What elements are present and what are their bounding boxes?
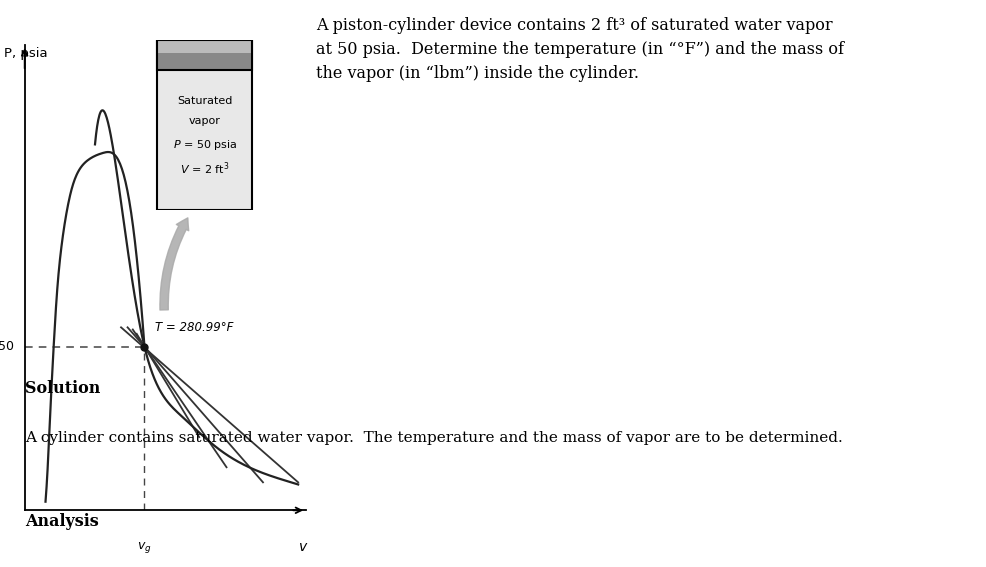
Text: Solution: Solution [25,380,100,397]
Text: $v_g$: $v_g$ [137,540,152,556]
Text: vapor: vapor [188,116,221,126]
Text: v: v [299,540,308,555]
Text: A cylinder contains saturated water vapor.  The temperature and the mass of vapo: A cylinder contains saturated water vapo… [25,431,842,445]
Text: A piston-cylinder device contains 2 ft³ of saturated water vapor
at 50 psia.  De: A piston-cylinder device contains 2 ft³ … [316,17,843,82]
Text: $P$ = 50 psia: $P$ = 50 psia [173,138,237,152]
Bar [157,40,252,53]
Text: T = 280.99°F: T = 280.99°F [155,321,233,334]
Text: Analysis: Analysis [25,513,99,530]
Text: 50: 50 [0,340,14,353]
Text: Saturated: Saturated [176,96,233,106]
Text: $V$ = 2 ft$^3$: $V$ = 2 ft$^3$ [180,160,229,177]
Bar [157,40,252,70]
Text: P, psia: P, psia [4,48,47,61]
Bar [157,53,252,70]
